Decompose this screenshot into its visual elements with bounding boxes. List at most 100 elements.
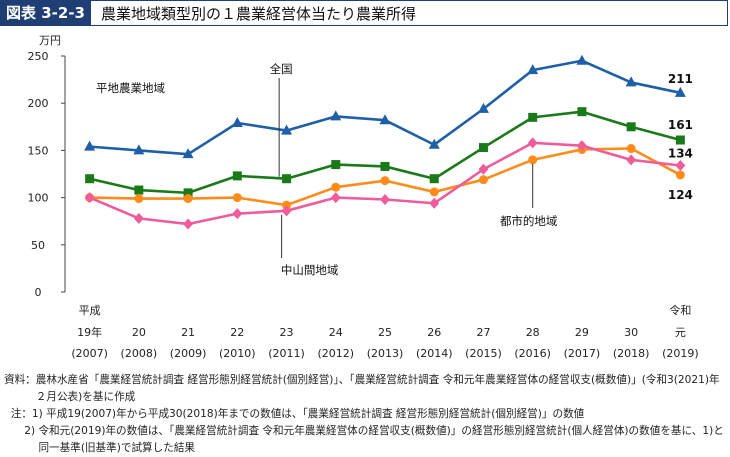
data-point-circle [429,187,439,197]
data-point-diamond [380,193,390,205]
x-tick-era-label: 平成 [79,304,101,317]
x-tick-western-label: (2013) [367,347,404,360]
data-point-diamond [576,140,587,152]
x-tick-year-label: 27 [476,326,490,339]
data-point-circle [478,175,488,185]
figure-title: 農業地域類型別の１農業経営体当たり農業所得 [101,4,417,23]
data-point-triangle [182,148,194,159]
x-tick-western-label: (2018) [613,347,650,360]
data-point-square [282,174,292,184]
figure-header: 図表 3-2-3 農業地域類型別の１農業経営体当たり農業所得 [0,0,728,26]
y-tick-label: 0 [35,286,42,299]
data-point-diamond [626,154,637,166]
data-point-diamond [232,208,243,220]
x-tick-year-label: 22 [230,326,244,339]
data-point-circle [380,176,390,186]
x-tick-year-label: 元 [675,326,686,339]
data-point-triangle [576,54,588,65]
notes-block: 資料： 農林水産省「農業経営統計調査 経営形態別経営統計(個別経営)」、「農業経… [4,372,726,457]
data-point-triangle [133,144,145,155]
x-tick-year-label: 21 [181,326,195,339]
x-tick-western-label: (2010) [219,347,256,360]
y-tick-label: 200 [28,97,49,110]
x-tick-western-label: (2007) [71,347,108,360]
data-point-square [183,188,193,198]
series-line [89,59,681,156]
line-chart: 万円 0 50 100 150 200 250 平成 19年 (2007) 20 (2008) 21 (2… [28,34,699,360]
series-end-label: 134 [668,147,693,161]
source-note: 資料： 農林水産省「農業経営統計調査 経営形態別経営統計(個別経営)」、「農業経… [4,372,726,406]
y-axis-unit: 万円 [39,34,61,47]
data-point-triangle [379,114,391,125]
data-point-diamond [527,137,538,149]
x-tick-western-label: (2009) [170,347,207,360]
data-point-triangle [84,140,96,151]
series-label-urban: 都市的地域 [500,214,558,228]
x-tick-western-label: (2015) [465,347,502,360]
source-text: 農林水産省「農業経営統計調査 経営形態別経営統計(個別経営)」、「農業経営統計調… [35,374,720,403]
data-point-square [380,161,390,171]
series-label-hilly: 中山間地域 [281,263,339,277]
data-point-square [134,185,144,195]
x-tick-year-label: 20 [132,326,146,339]
data-point-diamond [84,192,95,204]
y-tick-label: 50 [31,239,45,252]
x-tick-western-label: (2008) [121,347,158,360]
series-label-national: 全国 [270,62,293,76]
note-2-label: 2) [4,425,39,437]
data-point-diamond [330,192,341,204]
x-tick-western-label: (2011) [268,347,305,360]
data-point-circle [626,144,636,154]
data-point-triangle [477,102,489,113]
data-point-circle [675,170,685,180]
x-tick-year-label: 23 [280,326,294,339]
x-tick-era-label: 令和 [669,303,691,317]
x-tick-year-label: 19年 [77,325,102,339]
data-point-square [331,160,341,170]
x-tick-western-label: (2016) [514,347,551,360]
x-tick-year-label: 26 [427,326,441,339]
note-2: 2) 令和元(2019)年の数値は、「農業経営統計調査 令和元年農業経営体の経営… [4,423,726,457]
source-label: 資料： [4,374,36,386]
x-tick-western-label: (2012) [317,347,354,360]
note-2-text: 令和元(2019)年の数値は、「農業経営統計調査 令和元年農業経営体の経営収支(… [38,425,724,454]
x-tick-year-label: 25 [378,326,392,339]
data-point-circle [134,194,144,204]
figure-label: 図表 3-2-3 [0,0,91,26]
series-end-label: 161 [668,118,693,132]
data-point-circle [183,194,193,204]
data-point-square [85,174,95,184]
data-point-triangle [281,124,293,135]
y-tick-label: 100 [28,192,49,205]
note-1: 注：1) 平成19(2007)年から平成30(2018)年までの数値は、「農業経… [4,406,726,423]
data-point-square [528,112,538,122]
data-point-triangle [231,117,243,128]
x-tick-year-label: 28 [526,326,540,339]
data-point-square [478,143,488,153]
data-point-square [626,122,636,132]
data-point-circle [528,155,538,165]
x-tick-year-label: 24 [329,326,343,339]
data-point-diamond [281,205,292,217]
x-tick-western-label: (2017) [564,347,601,360]
data-point-diamond [675,160,686,172]
data-point-triangle [625,76,637,87]
data-point-triangle [428,138,440,149]
data-point-triangle [330,110,342,121]
data-point-square [577,107,587,117]
series-end-label: 211 [668,72,693,86]
data-point-square [232,171,242,181]
data-point-diamond [183,218,194,230]
data-point-diamond [133,212,144,224]
data-point-circle [282,200,292,210]
data-point-triangle [527,64,539,75]
series-end-label: 124 [668,188,693,202]
note-1-text: 平成19(2007)年から平成30(2018)年までの数値は、「農業経営統計調査… [46,408,585,420]
data-point-diamond [429,197,440,209]
data-point-diamond [478,163,489,175]
data-point-circle [331,182,341,192]
note-1-label: 注：1) [4,408,47,420]
x-tick-year-label: 30 [624,326,638,339]
series-label-flat-farm: 平地農業地域 [96,81,165,95]
y-tick-label: 250 [28,50,49,63]
